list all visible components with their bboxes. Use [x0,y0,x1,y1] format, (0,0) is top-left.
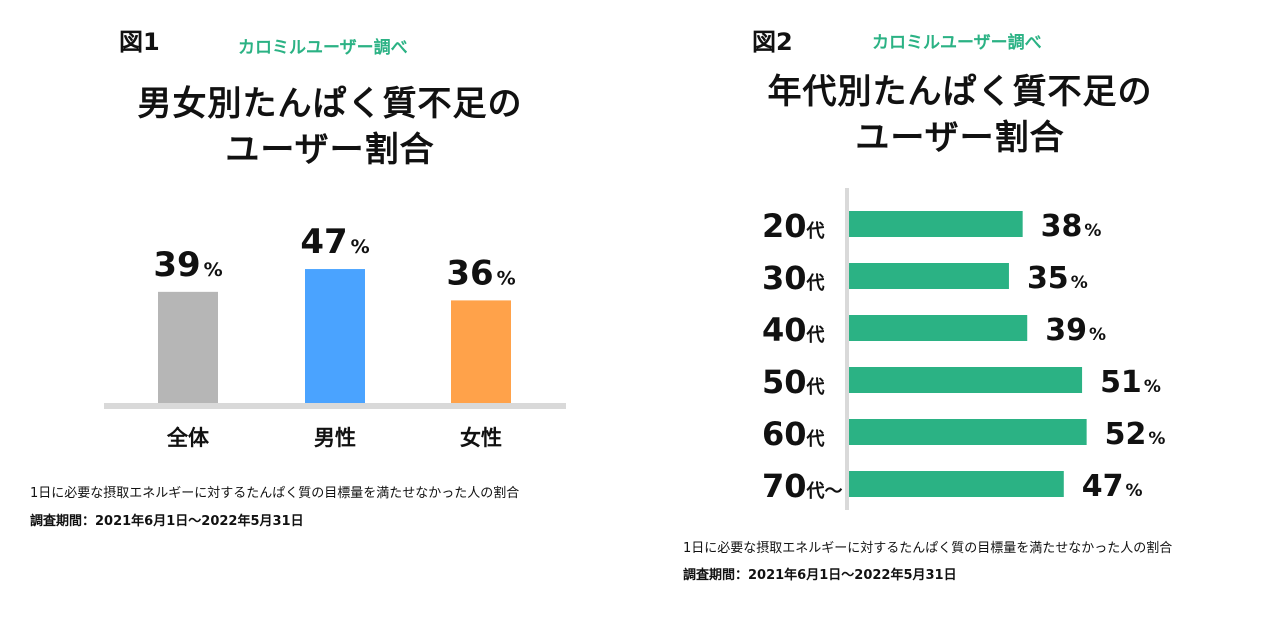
figure2-title-line1: 年代別たんぱく質不足の [767,72,1153,112]
figure1-chart: 39 % 全体 47 % 男性 36 % 女性 [104,222,566,450]
figure2-value-unit-0: % [1084,221,1101,241]
figure1-value-unit-2: % [497,267,516,289]
figure1-bar-1 [305,269,365,403]
figure2-chart: 20代 38 %30代 35 %40代 39 %50代 51 %60代 52 %70代〜 47% [762,188,1166,510]
figure1-bar-2 [451,300,511,403]
figure1-source: カロミルユーザー調べ [238,38,408,58]
figure1-label: 図1 [119,28,160,56]
figure1-title-line1: 男女別たんぱく質不足の [137,84,523,124]
figure2-category-suffix-2: 代 [806,325,825,346]
figure1-period: 調査期間：2021年6月1日〜2022年5月31日 [30,514,304,529]
figure2-bar-0 [849,211,1023,237]
figure2-value-number-4: 52 [1105,417,1147,452]
figure2-category-number-5: 70 [762,467,807,505]
figure2-category-number-3: 50 [762,363,807,401]
figure2-value-label-1: 35% [1027,261,1088,296]
figure1-value-label-0: 39% [153,245,222,285]
figure1-value-unit-0: % [204,259,223,281]
figure2-title-line2: ユーザー割合 [855,117,1065,158]
figure2-footnote: 1日に必要な摂取エネルギーに対するたんぱく質の目標量を満たせなかった人の割合 [683,541,1173,556]
figure2-label: 図2 [752,28,793,56]
figure2-bar-5 [849,471,1064,497]
figure2-value-unit-1: % [1071,273,1088,293]
figure2-value-number-3: 51 [1100,365,1142,400]
figure2-category-label-4: 60代 [762,415,825,453]
figure2-category-number-0: 20 [762,207,807,245]
figure2-category-suffix-4: 代 [806,429,825,450]
figure2-bar-4 [849,419,1087,445]
figure1-value-number-0: 39 [153,245,200,285]
figure2-value-label-2: 39% [1045,313,1106,348]
figure1-value-number-1: 47 [300,222,347,262]
figure1-category-label-1: 男性 [314,426,356,450]
figure2-category-suffix-5: 代〜 [806,481,843,502]
figure2-source: カロミルユーザー調べ [872,33,1042,53]
figure2-value-number-1: 35 [1027,261,1069,296]
figure1-x-axis [104,403,566,409]
figure2-y-axis [845,188,849,510]
figure2-category-number-4: 60 [762,415,807,453]
figure1-bar-0 [158,291,218,403]
figure1-value-number-2: 36 [446,253,493,293]
figure2-category-label-0: 20代 [762,207,825,245]
figure2-value-unit-5: % [1126,481,1143,501]
figure2-value-unit-4: % [1148,429,1165,449]
figure2-category-suffix-3: 代 [806,377,825,398]
figure2-value-label-5: 47% [1082,469,1143,504]
figure1-title-line2: ユーザー割合 [225,129,435,170]
figure2-value-label-0: 38% [1041,209,1102,244]
figure2-category-number-1: 30 [762,259,807,297]
figure2-bar-1 [849,263,1009,289]
figure2-value-number-5: 47 [1082,469,1124,504]
figure1-value-label-2: 36% [446,253,515,293]
figure2-category-suffix-0: 代 [806,221,825,242]
figure2-title: 年代別たんぱく質不足の ユーザー割合 [700,70,1220,162]
figure2-bar-2 [849,315,1028,341]
figure1-value-label-1: 47% [300,222,369,262]
figure2-value-unit-3: % [1144,377,1161,397]
figure2-category-number-2: 40 [762,311,807,349]
figure1-title: 男女別たんぱく質不足の ユーザー割合 [80,82,580,174]
figure2-category-label-1: 30代 [762,259,825,297]
figure1-category-label-2: 女性 [460,426,502,450]
figure2-category-suffix-1: 代 [806,273,825,294]
figure2-value-number-2: 39 [1045,313,1087,348]
figure2-period: 調査期間：2021年6月1日〜2022年5月31日 [683,568,957,583]
figure1-footnote: 1日に必要な摂取エネルギーに対するたんぱく質の目標量を満たせなかった人の割合 [30,486,520,501]
figure2-value-label-4: 52% [1105,417,1166,452]
figure1-category-label-0: 全体 [166,426,210,450]
figure2-value-unit-2: % [1089,325,1106,345]
figure1-value-unit-1: % [351,236,370,258]
figure2-category-label-2: 40代 [762,311,825,349]
figure2-bar-3 [849,367,1083,393]
figure2-value-number-0: 38 [1041,209,1083,244]
figure2-category-label-3: 50代 [762,363,825,401]
figure2-category-label-5: 70代〜 [762,467,843,505]
figure2-value-label-3: 51% [1100,365,1161,400]
